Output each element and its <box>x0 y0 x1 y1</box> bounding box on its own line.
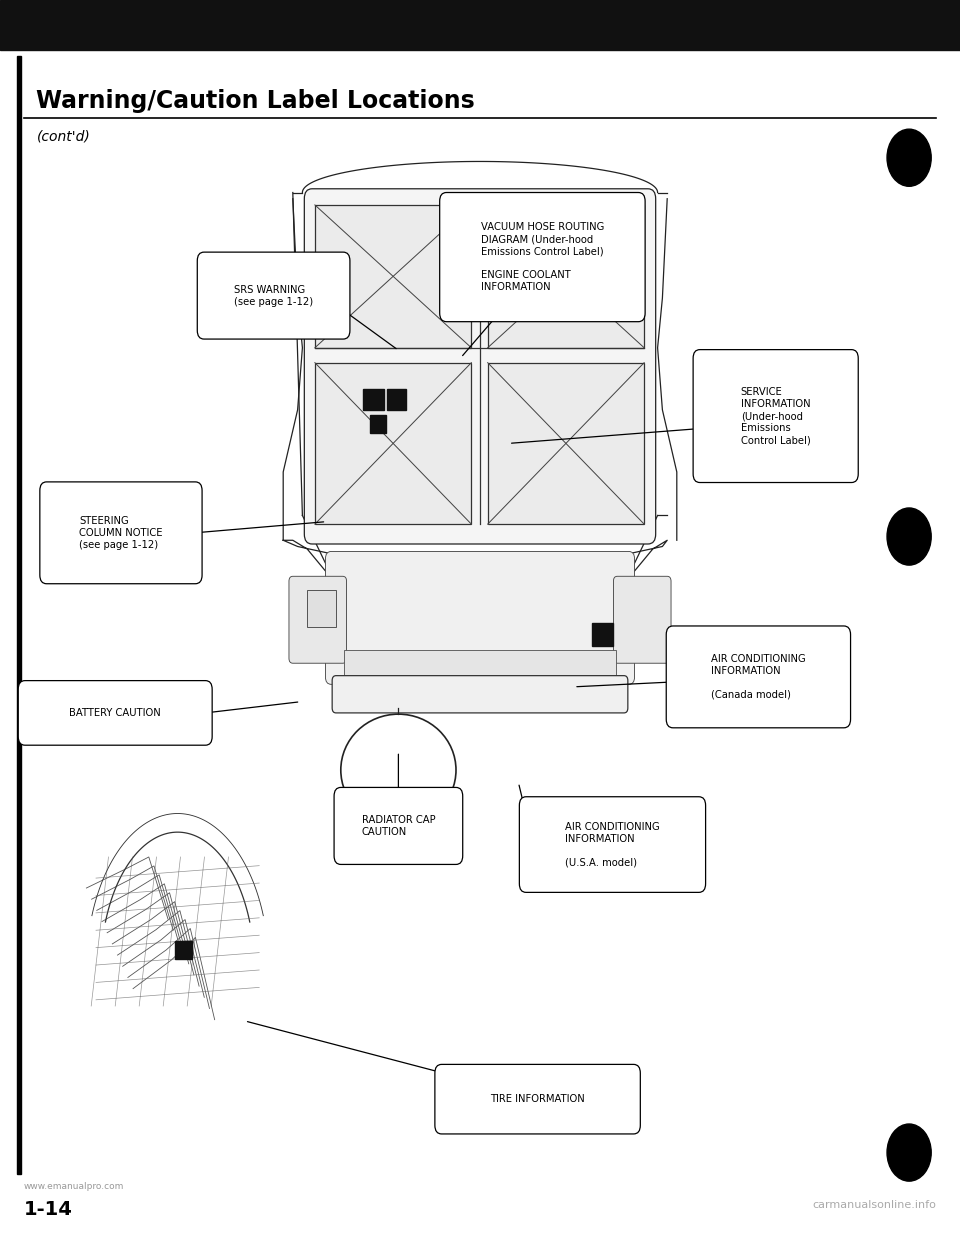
Text: Warning/Caution Label Locations: Warning/Caution Label Locations <box>36 89 475 113</box>
FancyBboxPatch shape <box>40 482 203 584</box>
Circle shape <box>887 129 931 186</box>
FancyBboxPatch shape <box>334 787 463 864</box>
Text: (cont'd): (cont'd) <box>36 129 90 143</box>
Text: SRS WARNING
(see page 1-12): SRS WARNING (see page 1-12) <box>234 284 313 307</box>
Circle shape <box>887 1124 931 1181</box>
Text: BATTERY CAUTION: BATTERY CAUTION <box>69 708 161 718</box>
FancyBboxPatch shape <box>197 252 349 339</box>
FancyBboxPatch shape <box>440 193 645 322</box>
Bar <box>488 363 644 524</box>
Circle shape <box>887 508 931 565</box>
Text: RADIATOR CAP
CAUTION: RADIATOR CAP CAUTION <box>362 815 435 837</box>
FancyBboxPatch shape <box>304 189 656 544</box>
FancyBboxPatch shape <box>435 1064 640 1134</box>
Text: AIR CONDITIONING
INFORMATION

(Canada model): AIR CONDITIONING INFORMATION (Canada mod… <box>711 653 805 700</box>
Text: 1-14: 1-14 <box>24 1200 73 1218</box>
FancyBboxPatch shape <box>519 797 706 892</box>
Bar <box>315 363 471 524</box>
Bar <box>307 590 336 627</box>
Bar <box>370 415 386 433</box>
FancyBboxPatch shape <box>666 626 851 728</box>
Text: carmanualsonline.info: carmanualsonline.info <box>812 1200 936 1210</box>
FancyBboxPatch shape <box>693 350 858 482</box>
FancyBboxPatch shape <box>18 681 212 745</box>
Text: AIR CONDITIONING
INFORMATION

(U.S.A. model): AIR CONDITIONING INFORMATION (U.S.A. mod… <box>565 821 660 868</box>
Text: VACUUM HOSE ROUTING
DIAGRAM (Under-hood
Emissions Control Label)

ENGINE COOLANT: VACUUM HOSE ROUTING DIAGRAM (Under-hood … <box>481 222 604 292</box>
Bar <box>387 389 406 410</box>
Text: www.emanualpro.com: www.emanualpro.com <box>24 1182 125 1191</box>
Bar <box>592 623 613 646</box>
Bar <box>17 56 21 1174</box>
Text: SERVICE
INFORMATION
(Under-hood
Emissions
Control Label): SERVICE INFORMATION (Under-hood Emission… <box>741 388 810 445</box>
FancyBboxPatch shape <box>613 576 671 663</box>
Text: TIRE INFORMATION: TIRE INFORMATION <box>491 1094 585 1104</box>
FancyBboxPatch shape <box>289 576 347 663</box>
Bar <box>488 205 644 348</box>
Bar <box>175 941 192 959</box>
FancyBboxPatch shape <box>332 676 628 713</box>
Bar <box>315 205 471 348</box>
Text: STEERING
COLUMN NOTICE
(see page 1-12): STEERING COLUMN NOTICE (see page 1-12) <box>80 515 162 550</box>
FancyBboxPatch shape <box>344 650 616 686</box>
Bar <box>363 389 384 410</box>
FancyBboxPatch shape <box>325 551 635 684</box>
Bar <box>0 0 960 50</box>
